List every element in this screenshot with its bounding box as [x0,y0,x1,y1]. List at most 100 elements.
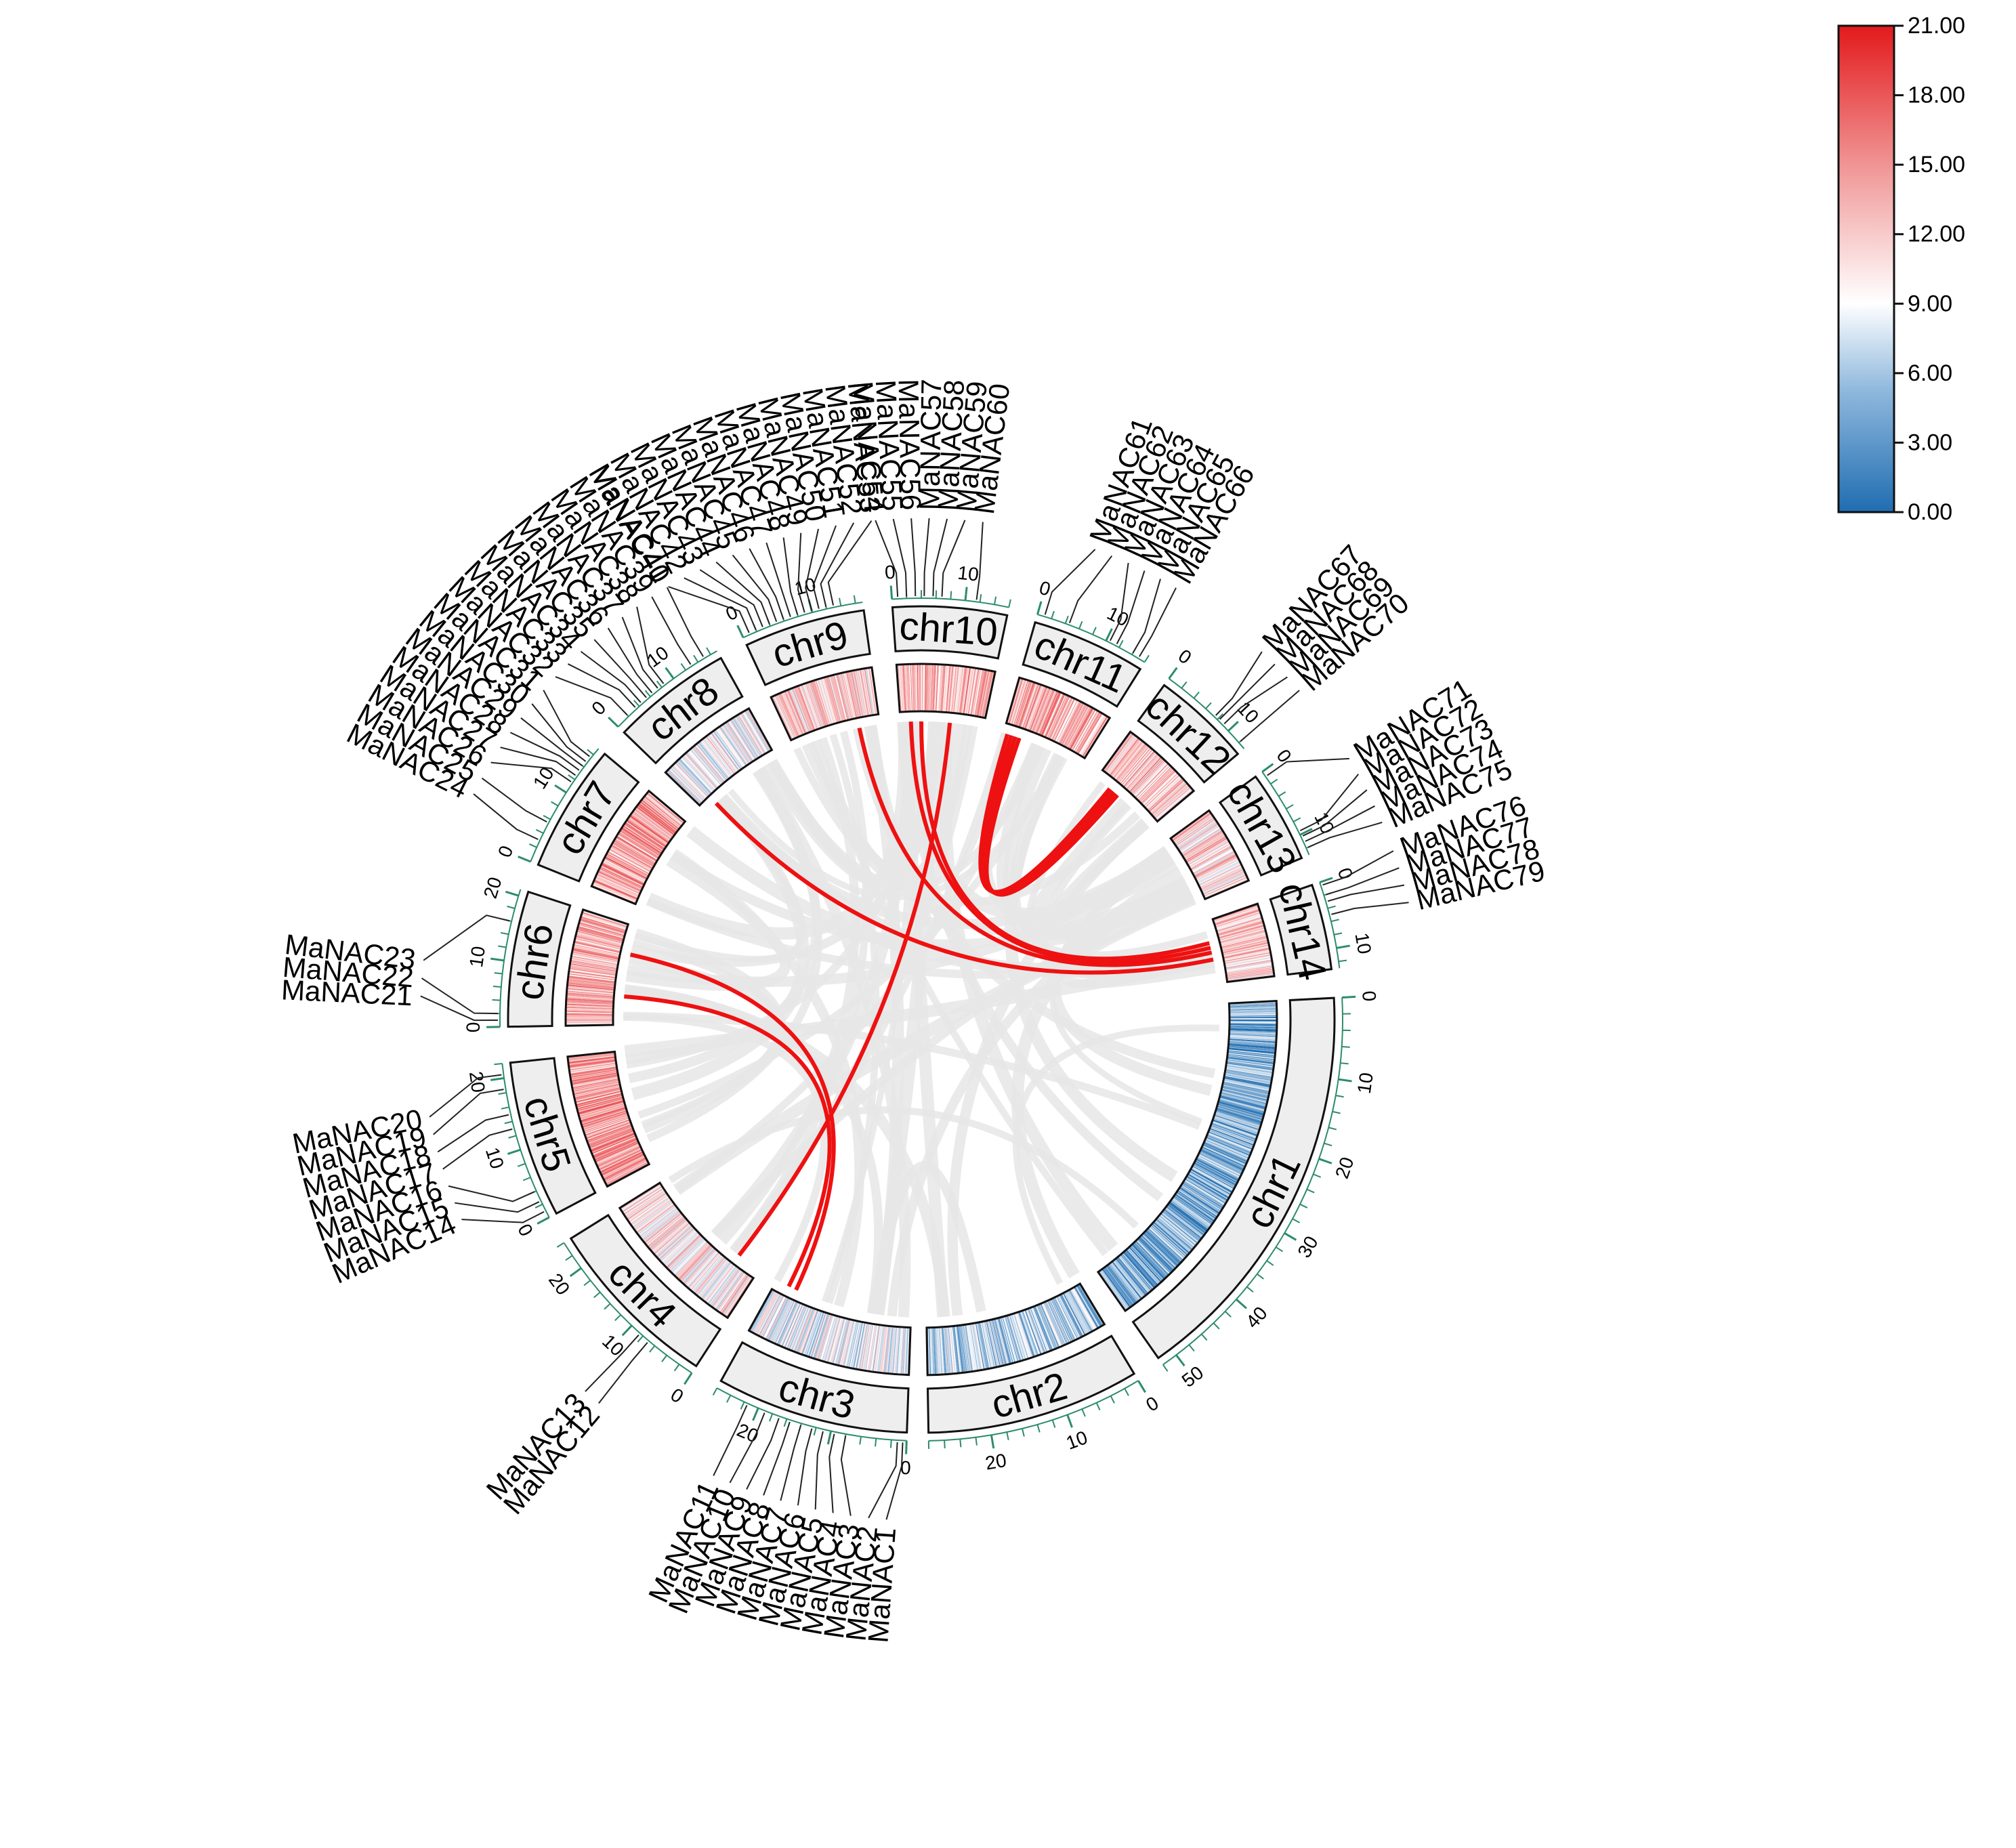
density-cell [654,1223,691,1256]
density-cell [703,1263,733,1301]
density-cell [1195,1160,1238,1183]
density-cell [1227,1056,1275,1064]
density-cell [570,960,618,969]
density-cell [566,995,614,1000]
density-cell [935,1327,938,1375]
density-cell [1219,930,1266,943]
tick-mark [1275,1246,1284,1253]
density-cell [576,1093,623,1106]
density-cell [1141,1235,1175,1269]
density-cell [1209,1129,1254,1147]
density-cell [794,687,812,732]
density-cell [709,734,738,773]
density-cell [1148,778,1184,812]
density-cell [574,938,621,950]
density-cell [717,1272,745,1311]
density-cell [848,1321,859,1368]
density-track-chr6 [564,908,630,1027]
density-cell [658,1226,694,1259]
gene-connector [651,596,692,665]
density-cell [785,690,805,735]
density-cell [898,1327,902,1374]
tick-baseline [891,597,1009,608]
density-cell [955,1326,962,1373]
density-cell [820,1315,835,1361]
density-cell [1224,1075,1272,1085]
density-cell [1198,863,1242,885]
density-cell [1044,1301,1064,1346]
density-cell [1188,842,1230,867]
density-cell [1228,1041,1276,1046]
density-cell [566,1018,614,1020]
density-cell [595,1143,639,1163]
density-cell [677,760,711,796]
density-cell [692,747,724,784]
density-cell [1226,969,1274,978]
tick-label: 20 [1331,1154,1358,1181]
density-cell [803,1310,820,1356]
density-cell [572,948,620,959]
density-cell [1139,1236,1174,1271]
density-cell [1136,765,1171,800]
density-cell [566,1023,614,1025]
density-cell [573,944,621,955]
density-cell [778,1301,799,1346]
density-cell [1181,829,1223,856]
density-cell [702,738,733,776]
density-cell [629,816,669,844]
density-cell [1152,1222,1189,1255]
density-cell [625,821,665,849]
density-cell [1183,833,1225,859]
density-cell [826,1316,841,1363]
density-cell [617,833,658,860]
density-cell [1218,1101,1265,1115]
density-cell [763,1295,785,1339]
gene-connector [1116,570,1146,645]
chromosome-chr1 [1131,996,1336,1360]
density-cell [1215,912,1261,928]
density-cell [1138,1237,1173,1272]
density-cell [608,850,650,874]
density-cell [1167,1204,1206,1234]
red-duplication-link [737,722,952,1257]
density-cell [1133,1242,1167,1278]
density-cell [929,1327,932,1375]
density-cell [618,831,660,858]
density-cell [801,684,818,730]
density-cell [678,1244,711,1280]
density-cell [598,1148,642,1169]
density-cell [593,881,637,900]
density-cell [930,1327,933,1375]
density-cell [686,751,719,789]
density-cell [1118,1255,1150,1293]
tick-mark [492,999,501,1001]
density-cell [1074,1286,1099,1328]
density-cell [1229,1028,1277,1030]
density-cell [1181,828,1222,855]
density-cell [1112,740,1143,779]
tick-mark [1081,1408,1086,1417]
density-cell [1204,1139,1249,1159]
tick-mark [504,1120,513,1125]
tick-mark [551,801,559,807]
gray-synteny-link [1012,1024,1219,1285]
density-cell [1162,1210,1201,1240]
density-cell [836,1318,849,1366]
density-cell [596,1145,641,1166]
tick-mark [614,1314,622,1322]
density-cell [673,763,708,799]
density-cell [786,1304,805,1349]
density-cell [588,1127,633,1146]
density-cell [877,1325,884,1373]
density-cell [569,1064,617,1073]
density-cell [568,1053,615,1059]
density-cell [572,1078,619,1089]
density-cell [1137,1238,1172,1273]
density-cell [926,664,929,712]
gene-connector [500,747,576,776]
density-cell [1211,1122,1257,1139]
density-cell [1173,814,1213,843]
density-cell [875,1325,882,1372]
density-cell [570,961,618,970]
density-cell [1225,965,1274,974]
